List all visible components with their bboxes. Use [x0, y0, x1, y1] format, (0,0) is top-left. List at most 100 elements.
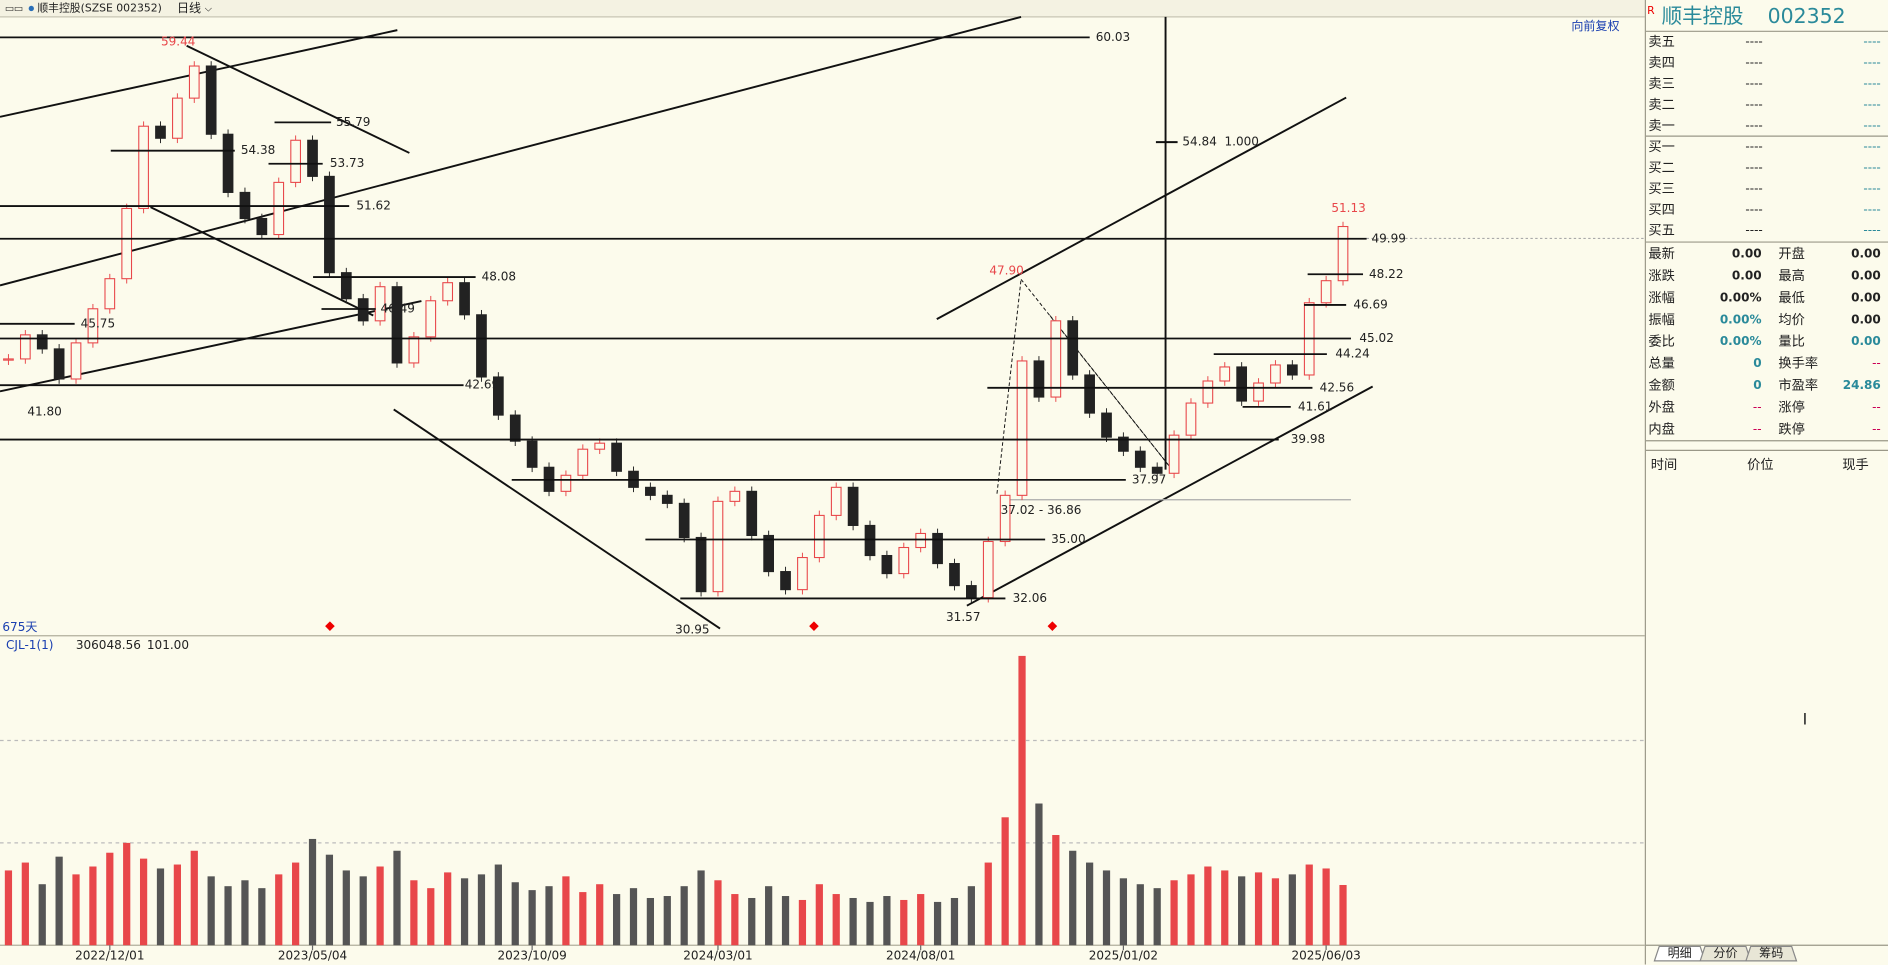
adjust-button[interactable]: 向前复权: [1571, 18, 1619, 33]
volume-bar: [984, 862, 992, 946]
stat-label: 最高: [1778, 267, 1804, 284]
annotation: 30.95: [675, 622, 709, 636]
trend-line: [150, 206, 374, 317]
volume-bar: [748, 897, 756, 946]
candle: [188, 65, 200, 99]
level-label: 60.03: [1096, 30, 1130, 44]
candle: [577, 448, 589, 476]
volume-bar: [1069, 850, 1077, 946]
candle: [560, 474, 572, 492]
stat-label: 总量: [1648, 356, 1674, 372]
trend-line: [186, 44, 410, 154]
stat-value: 0.00: [1851, 334, 1881, 348]
candle: [729, 490, 741, 502]
volume-bar: [173, 864, 181, 946]
candle: [70, 342, 82, 380]
candle: [797, 556, 808, 591]
stat-value: 0.00%: [1720, 290, 1762, 304]
icon[interactable]: ▭▭: [5, 3, 23, 14]
stat-label: 内盘: [1648, 420, 1674, 437]
stat-label: 涨幅: [1648, 290, 1674, 306]
trend-line: [0, 300, 422, 393]
dropdown-arrow[interactable]: ⌵: [205, 3, 213, 14]
trend-line: [0, 15, 1022, 287]
volume-bar: [1035, 803, 1043, 946]
candle: [1151, 466, 1163, 474]
annotation: 51.13: [1331, 201, 1365, 215]
volume-bar: [224, 886, 232, 946]
stat-label: 振幅: [1648, 312, 1674, 328]
volume-bar: [798, 899, 807, 946]
column-header: 价位: [1747, 457, 1773, 473]
volume-bar: [1271, 878, 1280, 946]
stat-value: 0.00%: [1720, 312, 1762, 326]
volume-bar: [562, 876, 570, 946]
volume-bar: [123, 842, 131, 946]
stat-value: 0.00: [1732, 269, 1762, 283]
volume-bar: [511, 882, 519, 946]
volume-bar: [866, 901, 874, 946]
volume-bar: [933, 901, 942, 946]
book-volume: ----: [1863, 181, 1880, 195]
candle: [830, 486, 842, 516]
tab[interactable]: [1745, 945, 1798, 962]
annotation: 59.44: [161, 35, 195, 49]
candle: [1320, 280, 1332, 304]
volume-bar: [663, 896, 671, 946]
candle: [1236, 366, 1248, 402]
volume-bar: [646, 897, 655, 946]
candle: [172, 97, 183, 139]
candle: [155, 125, 166, 139]
stat-value: 0.00: [1851, 290, 1881, 304]
tab-label[interactable]: 明细: [1668, 946, 1692, 960]
candle: [442, 282, 454, 302]
stat-label: 量比: [1778, 334, 1804, 350]
volume-bar: [190, 850, 198, 946]
candle: [222, 133, 234, 193]
book-label: 卖四: [1648, 55, 1674, 71]
candle: [391, 286, 403, 364]
volume-bar: [697, 870, 705, 946]
volume-bar: [325, 854, 334, 946]
candle: [1067, 320, 1079, 376]
book-label: 卖五: [1648, 34, 1674, 50]
quote-panel: [1645, 0, 1888, 965]
candle: [661, 494, 673, 504]
level-label: 35.00: [1051, 532, 1085, 546]
book-volume: ----: [1863, 202, 1880, 216]
candle: [1016, 360, 1028, 496]
tab-label[interactable]: 筹码: [1759, 946, 1783, 960]
stat-value: 0.00: [1732, 247, 1762, 261]
toolbar: [0, 0, 1645, 17]
x-tick-label: 2024/03/01: [683, 949, 752, 963]
level-label: 48.08: [482, 270, 516, 284]
volume-bar: [1018, 655, 1026, 946]
volume-bar: [612, 894, 621, 946]
volume-bar: [38, 884, 46, 946]
candle: [476, 314, 487, 378]
level-label: 44.24: [1335, 347, 1369, 361]
book-label: 买二: [1648, 160, 1674, 176]
cursor: I: [1803, 710, 1808, 729]
volume-bar: [376, 866, 384, 946]
column-header: 时间: [1651, 457, 1677, 473]
candle: [847, 486, 859, 526]
candle: [1270, 364, 1281, 384]
candle: [678, 502, 690, 539]
stat-value: --: [1753, 400, 1762, 414]
volume-bar: [494, 864, 502, 946]
volume-bar: [207, 876, 215, 946]
candle: [1202, 380, 1214, 404]
book-volume: ----: [1863, 56, 1880, 70]
book-label: 卖二: [1648, 97, 1674, 113]
volume-bar: [4, 870, 13, 946]
volume-bar: [21, 862, 29, 946]
tab-label[interactable]: 分价: [1713, 946, 1737, 960]
volume-bar: [427, 888, 435, 946]
indicator-name[interactable]: CJL-1(1): [6, 638, 53, 652]
candle: [645, 486, 656, 496]
period-selector[interactable]: 日线: [177, 1, 201, 15]
level-label: 41.61: [1298, 399, 1332, 413]
stat-value: 0: [1753, 356, 1761, 370]
